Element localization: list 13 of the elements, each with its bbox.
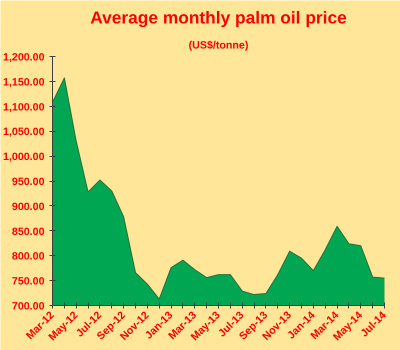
y-tick-label: 800.00 — [12, 250, 45, 263]
y-tick-label: 750.00 — [12, 276, 45, 288]
y-tick-label: 1,200.00 — [3, 52, 45, 64]
y-tick-label: 950.00 — [12, 176, 45, 188]
y-tick-label: 850.00 — [12, 226, 45, 238]
y-tick-label: 900.00 — [12, 200, 45, 213]
y-tick-label: 1,000.00 — [3, 151, 45, 164]
chart-title: Average monthly palm oil price — [90, 8, 348, 28]
chart-subtitle: (US$/tonne) — [188, 40, 249, 52]
y-tick-label: 700.00 — [12, 300, 45, 312]
y-tick-label: 1,100.00 — [3, 101, 45, 114]
y-tick-label: 1,150.00 — [3, 76, 45, 88]
y-tick-label: 1,050.00 — [3, 126, 45, 138]
